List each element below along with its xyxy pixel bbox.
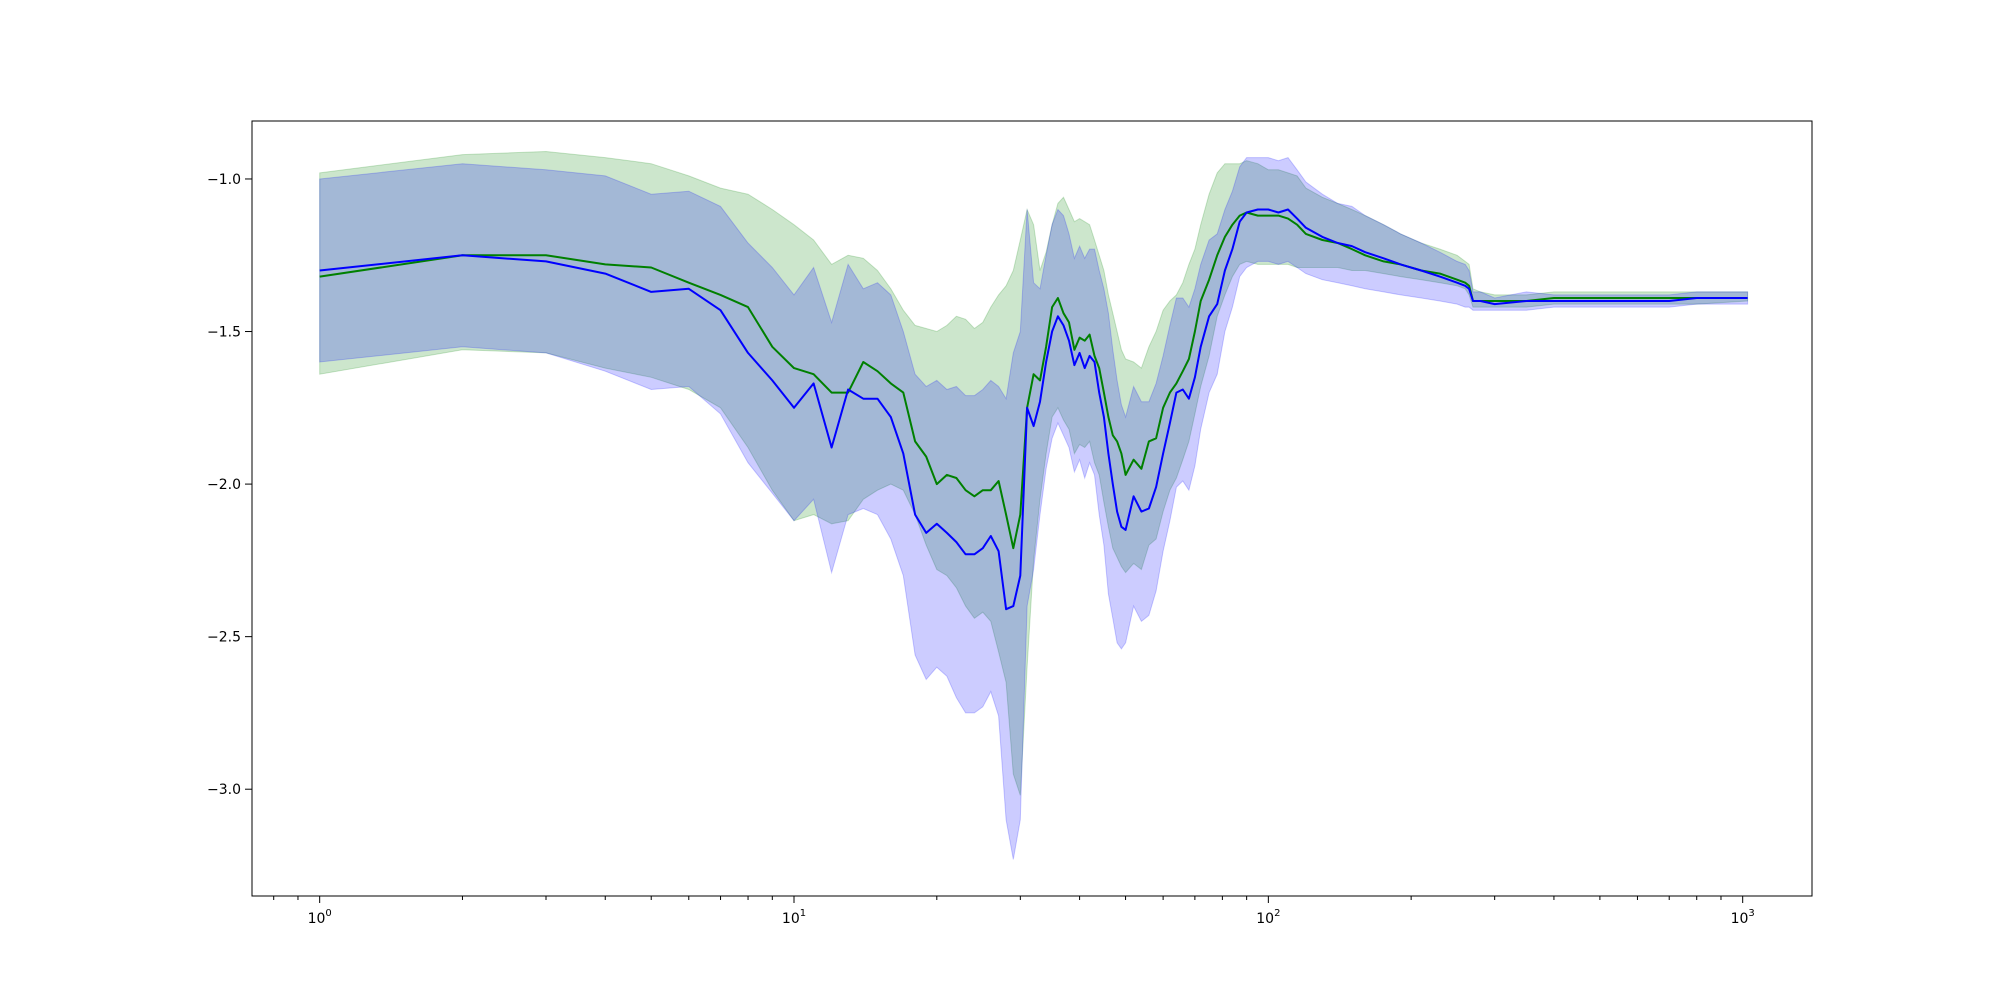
y-tick-label: −1.5 <box>207 325 241 341</box>
x-axis: 100 101 102 103 <box>273 896 1755 927</box>
y-tick-label: −2.5 <box>207 630 241 646</box>
x-tick-label: 100 <box>308 908 332 927</box>
plot-frame <box>251 120 1813 897</box>
series-2-line <box>319 208 1748 611</box>
y-tick-label: −2.0 <box>207 477 241 493</box>
series-1-line <box>319 211 1748 550</box>
x-tick-label: 102 <box>1256 908 1280 927</box>
y-tick-label: −1.0 <box>207 172 241 188</box>
y-axis: −1.0 −1.5 −2.0 −2.5 −3.0 <box>207 172 252 798</box>
series-1-band <box>319 150 1749 796</box>
series-lines <box>319 208 1748 611</box>
y-tick-label: −3.0 <box>207 782 241 798</box>
series-2-band <box>319 157 1749 860</box>
x-tick-label: 101 <box>782 908 806 927</box>
confidence-bands <box>319 150 1749 860</box>
x-tick-label: 103 <box>1731 908 1755 927</box>
